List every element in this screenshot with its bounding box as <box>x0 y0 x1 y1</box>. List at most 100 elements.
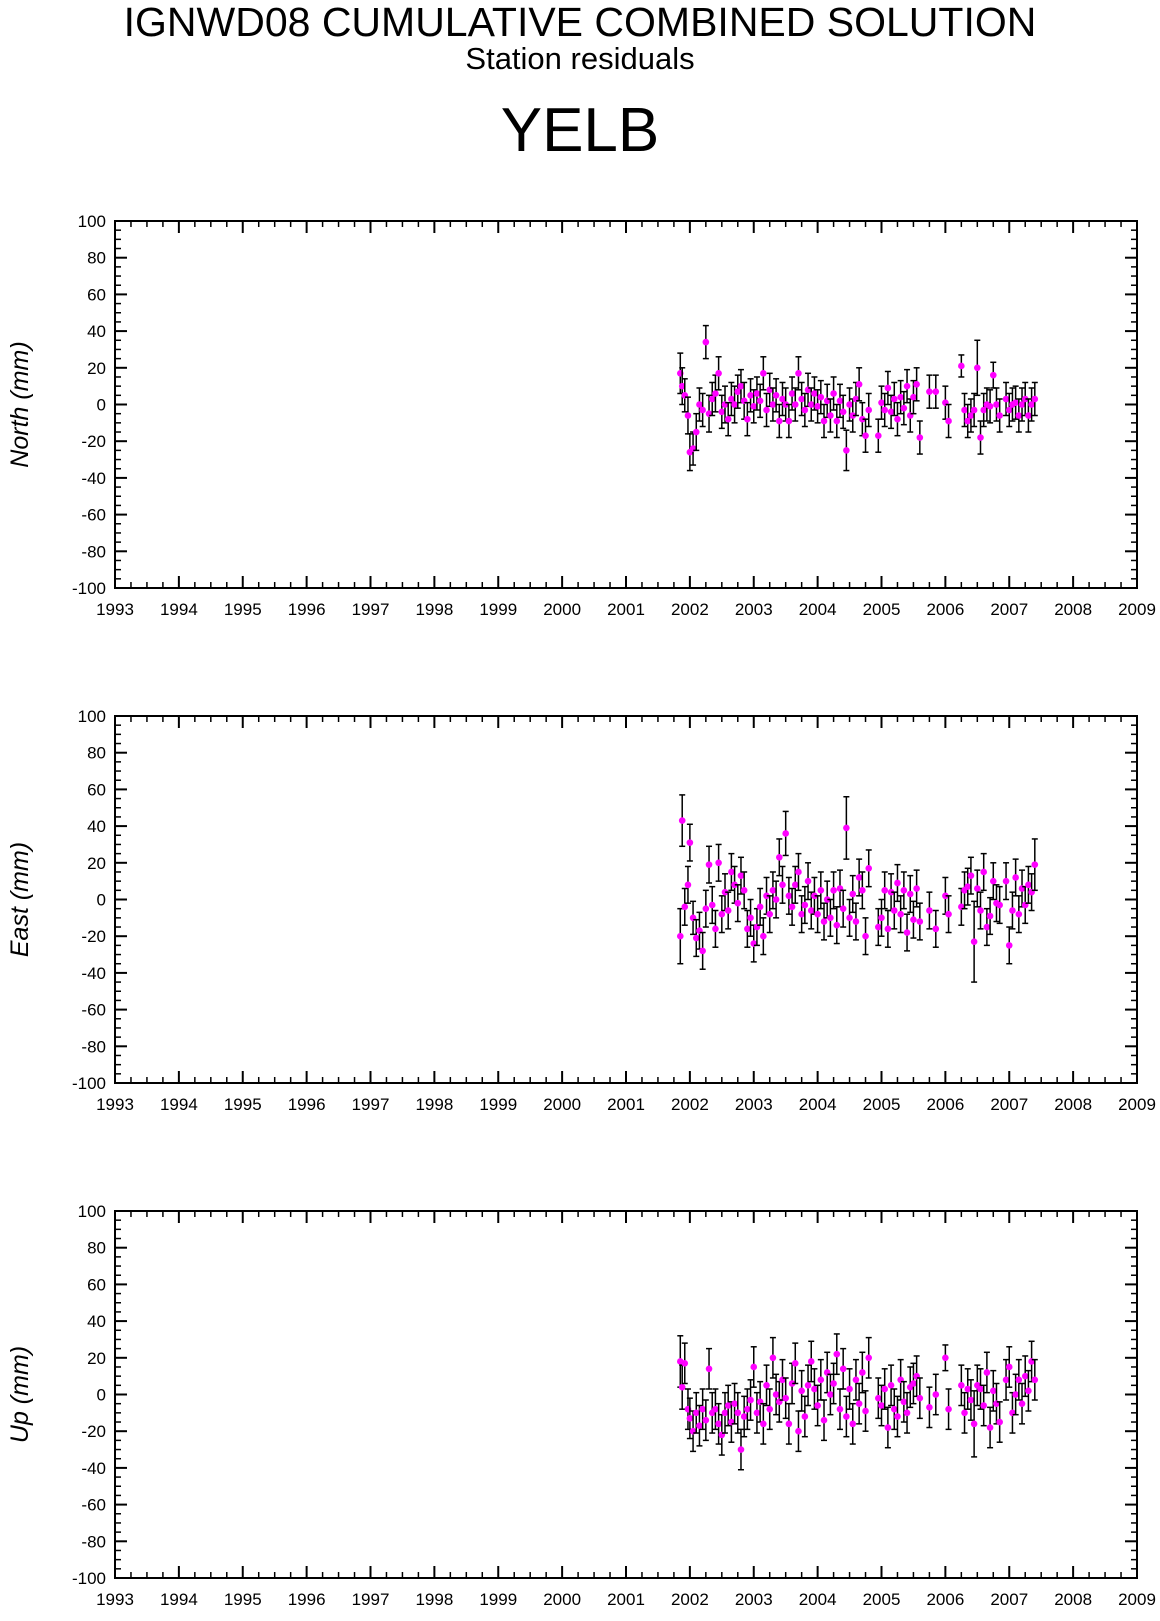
data-point <box>769 401 777 408</box>
data-point <box>1005 406 1013 414</box>
data-point <box>801 406 809 414</box>
x-tick-label: 2008 <box>1054 1590 1092 1609</box>
panel-3: 1993 1994 1995 1996 1997 1998 1999 2000 2001 2002… <box>6 1202 1156 1609</box>
data-point <box>820 1416 828 1424</box>
data-point <box>791 401 799 408</box>
data-point <box>692 934 700 942</box>
data-point <box>977 907 984 914</box>
x-tick-label: 1994 <box>160 1095 198 1114</box>
data-point <box>817 393 825 401</box>
y-tick-label: 80 <box>87 1239 106 1258</box>
data-point <box>731 401 738 408</box>
data-point <box>814 403 821 410</box>
data-point <box>744 415 751 423</box>
data-point <box>980 1402 987 1409</box>
data-point <box>859 415 866 423</box>
data-point <box>811 892 818 900</box>
y-tick-label: 60 <box>87 285 106 304</box>
y-tick-label: -100 <box>72 1074 106 1093</box>
data-point <box>843 447 850 454</box>
x-tick-label: 1993 <box>96 1590 134 1609</box>
data-point <box>708 901 716 909</box>
data-point <box>852 918 860 925</box>
data-point <box>862 1407 869 1415</box>
x-tick-label: 2004 <box>799 1590 837 1609</box>
data-point <box>961 1409 968 1417</box>
data-point <box>1025 881 1032 889</box>
data-point <box>843 1413 850 1420</box>
data-point <box>894 415 901 423</box>
data-point <box>926 1404 933 1411</box>
data-point <box>737 382 745 390</box>
data-point <box>932 388 940 395</box>
x-tick-label: 1999 <box>479 600 517 619</box>
data-point <box>791 1360 799 1367</box>
data-point <box>996 901 1003 909</box>
data-point <box>890 1405 898 1413</box>
data-point <box>820 918 828 925</box>
data-point <box>900 1398 908 1406</box>
data-point <box>833 417 841 425</box>
x-tick-label: 1995 <box>224 1095 262 1114</box>
data-point <box>1018 1400 1026 1407</box>
data-point <box>875 923 882 931</box>
data-point <box>865 1354 873 1362</box>
data-point <box>795 370 802 377</box>
data-point <box>906 890 914 898</box>
data-point <box>884 925 892 933</box>
data-point <box>833 1350 841 1358</box>
data-point <box>715 1420 722 1428</box>
data-point <box>849 890 857 898</box>
y-tick-label: -20 <box>81 432 106 451</box>
data-point <box>1021 395 1029 403</box>
data-point <box>958 362 965 370</box>
data-point <box>881 406 888 414</box>
x-tick-label: 2004 <box>799 1095 837 1114</box>
data-point <box>852 1376 860 1384</box>
y-tick-label: 80 <box>87 744 106 763</box>
data-point <box>916 918 924 925</box>
data-point <box>887 888 895 896</box>
data-point <box>731 881 738 889</box>
data-point <box>916 1394 924 1402</box>
data-point <box>974 364 981 372</box>
data-point <box>1005 942 1013 949</box>
data-point <box>859 887 866 894</box>
data-point <box>1031 395 1039 403</box>
data-point <box>699 406 706 414</box>
x-tick-label: 1999 <box>479 1095 517 1114</box>
data-point <box>897 393 904 401</box>
x-tick-label: 1996 <box>288 600 326 619</box>
data-point <box>900 404 908 412</box>
y-tick-label: 60 <box>87 780 106 799</box>
data-point <box>769 1354 777 1362</box>
data-point <box>814 1402 821 1409</box>
data-point <box>986 403 994 410</box>
x-tick-label: 2003 <box>735 600 773 619</box>
y-tick-label: 100 <box>78 707 106 726</box>
data-point <box>974 885 981 892</box>
data-point <box>875 432 882 439</box>
data-point <box>760 370 767 377</box>
data-point <box>817 1376 825 1384</box>
data-point <box>795 868 802 876</box>
y-tick-label: -80 <box>81 1037 106 1056</box>
data-point <box>1002 877 1010 885</box>
y-tick-label: -80 <box>81 1532 106 1551</box>
data-point <box>849 1420 857 1428</box>
data-point <box>702 905 710 912</box>
x-tick-label: 1999 <box>479 1590 517 1609</box>
data-point <box>744 1405 751 1413</box>
data-point <box>980 406 987 414</box>
x-tick-label: 2000 <box>543 1590 581 1609</box>
data-point <box>740 887 748 894</box>
data-point <box>849 412 857 419</box>
data-point <box>890 395 898 403</box>
data-point <box>721 1409 729 1417</box>
data-point <box>970 1420 978 1428</box>
data-point <box>788 1380 796 1387</box>
data-point <box>903 1409 911 1417</box>
data-point <box>750 1363 758 1371</box>
data-point <box>776 417 783 425</box>
data-point <box>865 865 873 872</box>
